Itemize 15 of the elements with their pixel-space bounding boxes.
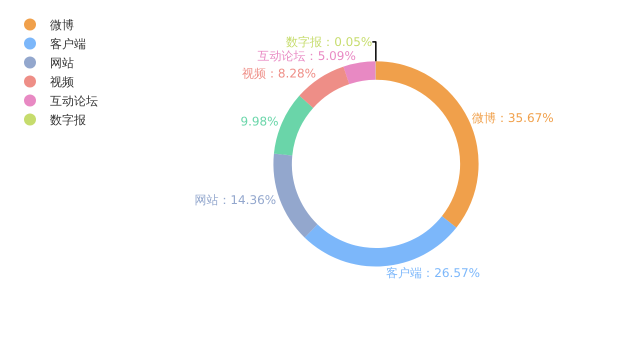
legend-label: 数字报 <box>50 113 86 128</box>
data-label: 微博：35.67% <box>472 110 554 125</box>
legend-label: 视频 <box>50 75 74 90</box>
donut-slice <box>304 216 456 266</box>
donut-slice <box>343 61 376 84</box>
legend-label: 互动论坛 <box>50 94 98 108</box>
data-label: 视频：8.28% <box>242 66 316 80</box>
legend-label: 网站 <box>50 56 74 70</box>
legend-label: 微博 <box>50 18 74 32</box>
data-label: 客户端：26.57% <box>386 266 480 280</box>
data-label: 网站：14.36% <box>194 192 276 207</box>
data-label: 互动论坛：5.09% <box>258 48 356 63</box>
legend-label: 客户端 <box>50 37 86 52</box>
data-label: 9.98% <box>240 114 279 128</box>
data-label: 数字报：0.05% <box>286 34 372 49</box>
